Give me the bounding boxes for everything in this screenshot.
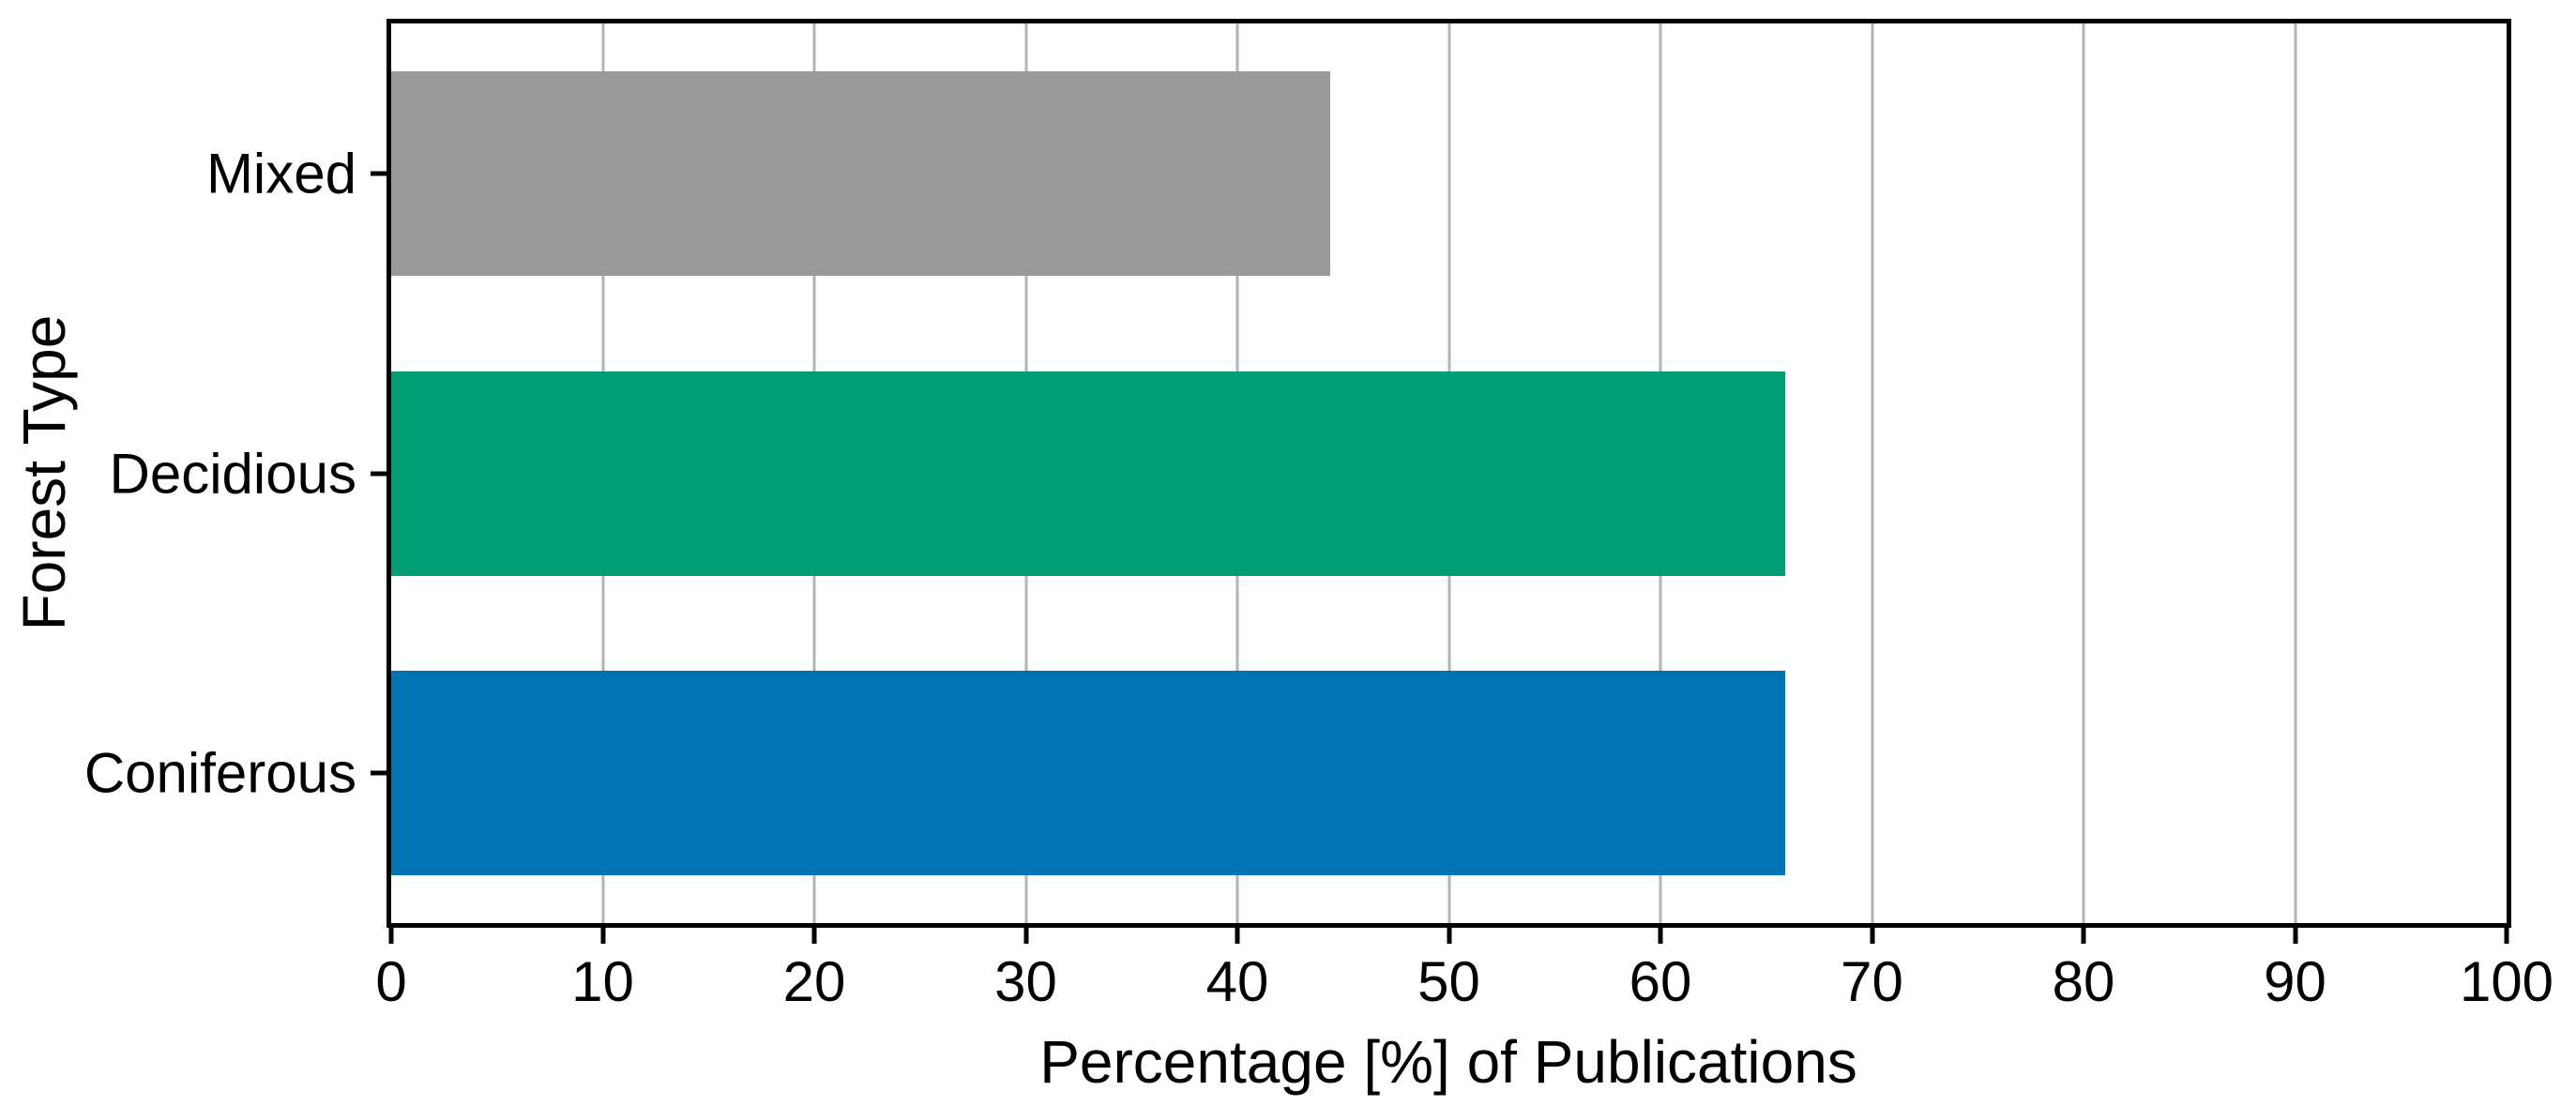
gridline-70: [1871, 23, 1873, 923]
x-tick-mark-40: [1235, 928, 1240, 944]
x-tick-mark-70: [1870, 928, 1874, 944]
x-tick-mark-90: [2293, 928, 2297, 944]
y-tick-label-mixed: Mixed: [205, 142, 356, 205]
x-axis-label: Percentage [%] of Publications: [1039, 1028, 1857, 1097]
y-tick-mark-decidious: [371, 471, 386, 476]
plot-area: [386, 19, 2511, 928]
y-tick-label-decidious: Decidious: [109, 442, 356, 505]
y-axis-label: Forest Type: [10, 314, 79, 631]
x-tick-mark-20: [811, 928, 817, 944]
x-tick-label-90: 90: [2264, 950, 2326, 1013]
gridline-90: [2294, 23, 2296, 923]
x-tick-label-70: 70: [1841, 950, 1903, 1013]
x-tick-label-60: 60: [1629, 950, 1692, 1013]
x-tick-label-20: 20: [782, 950, 846, 1013]
gridline-80: [2082, 23, 2085, 923]
x-tick-mark-100: [2504, 928, 2509, 944]
bar-decidious: [391, 371, 1786, 576]
x-tick-mark-10: [600, 928, 605, 944]
bar-coniferous: [391, 671, 1786, 876]
bar-mixed: [391, 70, 1331, 276]
y-tick-mark-coniferous: [371, 770, 386, 776]
x-tick-label-0: 0: [375, 950, 407, 1013]
x-tick-label-100: 100: [2459, 950, 2554, 1013]
x-tick-label-30: 30: [994, 950, 1057, 1013]
x-tick-label-40: 40: [1205, 950, 1269, 1013]
x-tick-label-50: 50: [1417, 950, 1480, 1013]
y-tick-mark-mixed: [371, 171, 386, 176]
x-tick-mark-60: [1658, 928, 1663, 944]
x-tick-mark-0: [388, 928, 394, 944]
x-tick-label-10: 10: [571, 950, 634, 1013]
x-tick-mark-50: [1447, 928, 1451, 944]
x-tick-label-80: 80: [2052, 950, 2115, 1013]
x-tick-mark-80: [2081, 928, 2086, 944]
x-tick-mark-30: [1023, 928, 1028, 944]
y-tick-label-coniferous: Coniferous: [83, 741, 356, 805]
